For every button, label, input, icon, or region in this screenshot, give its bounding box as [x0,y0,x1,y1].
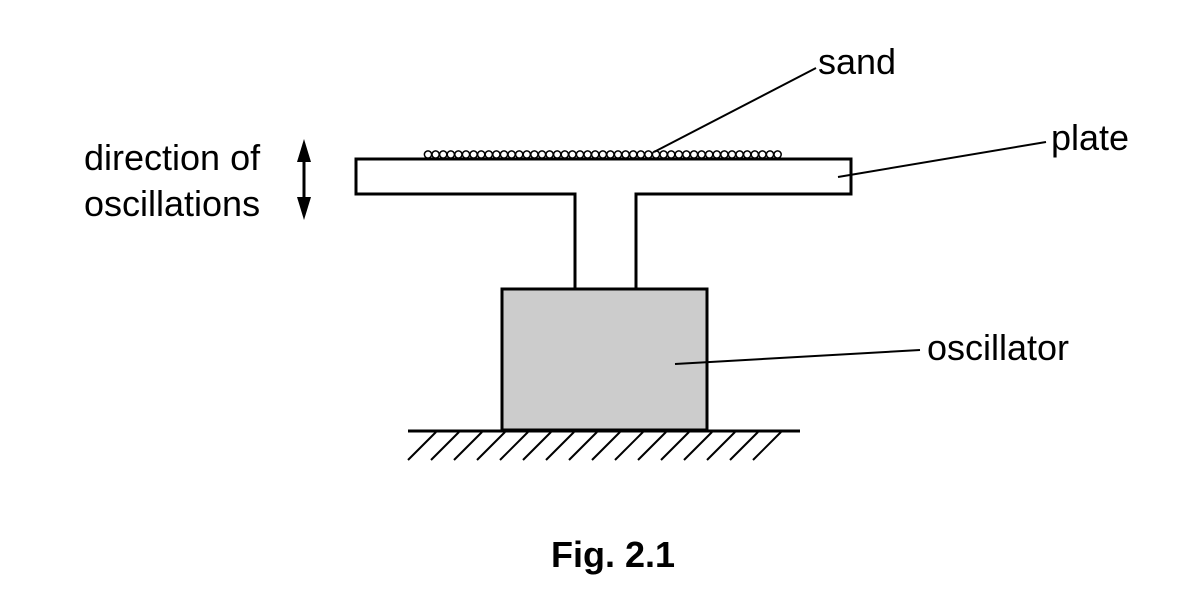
sand-grain [636,150,646,159]
sand-grain [750,150,760,159]
sand-grain [666,150,676,159]
sand-grain [499,150,509,159]
hatch-line [752,431,782,461]
sand-grain [628,150,638,159]
sand-grain [598,150,608,159]
sand-grain [773,150,782,159]
hatch-line [430,431,460,461]
hatch-line [614,431,644,461]
oscillator-block [500,287,709,432]
sand-grain [659,150,668,159]
sand-grain [697,150,706,159]
hatch-line [476,431,506,461]
sand-grain [560,150,570,159]
sand-grain [530,150,539,159]
hatch-line [522,431,552,461]
hatch-line [453,431,483,461]
oscillator-leader-line [674,349,921,365]
sand-grain [712,150,722,159]
sand-grain [568,150,577,159]
hatch-line [568,431,598,461]
plate [354,157,853,291]
sand-label: sand [818,41,896,82]
sand-grain [484,150,494,159]
sand-grain [476,150,486,159]
sand-grain [682,150,691,159]
sand-grain [438,150,448,159]
sand-grain [461,150,471,159]
sand-grain [583,150,592,159]
hatch-line [706,431,736,461]
sand-grain [727,150,737,159]
sand-grain [742,150,752,159]
double-arrow-icon [297,139,311,220]
sand-grain [674,150,684,159]
sand-grain [431,150,440,159]
sand-grain [621,150,630,159]
sand-grain [522,150,532,159]
sand-grain [606,150,615,159]
sand-grain [545,150,554,159]
sand-grain [689,150,699,159]
sand-grain [446,150,456,159]
hatch-line [499,431,529,461]
sand-grain [469,150,478,159]
plate-label: plate [1051,117,1129,158]
sand-grain [537,150,547,159]
sand-grain [514,150,524,159]
sand-leader-line [653,67,817,153]
sand-grain [423,150,433,159]
sand-grain [720,150,729,159]
figure-caption: Fig. 2.1 [551,534,675,575]
ground-hatching [407,431,782,461]
sand-grain [704,150,714,159]
sand-grain [492,150,501,159]
sand-grain [507,150,516,159]
sand-grain [644,150,653,159]
hatch-line [545,431,575,461]
hatch-line [407,431,437,461]
hatch-line [729,431,759,461]
hatch-line [637,431,667,461]
direction-label-line2: oscillations [84,183,260,224]
sand-grain [735,150,744,159]
sand-grain [613,150,623,159]
sand-grain [758,150,767,159]
sand-particles [423,150,782,159]
sand-grain [590,150,600,159]
plate-leader-line [837,141,1047,178]
direction-label-line1: direction of [84,137,261,178]
sand-grain [552,150,562,159]
sand-grain [575,150,585,159]
hatch-line [683,431,713,461]
oscillator-label: oscillator [927,327,1069,368]
sand-grain [765,150,775,159]
hatch-line [660,431,690,461]
hatch-line [591,431,621,461]
sand-grain [454,150,463,159]
